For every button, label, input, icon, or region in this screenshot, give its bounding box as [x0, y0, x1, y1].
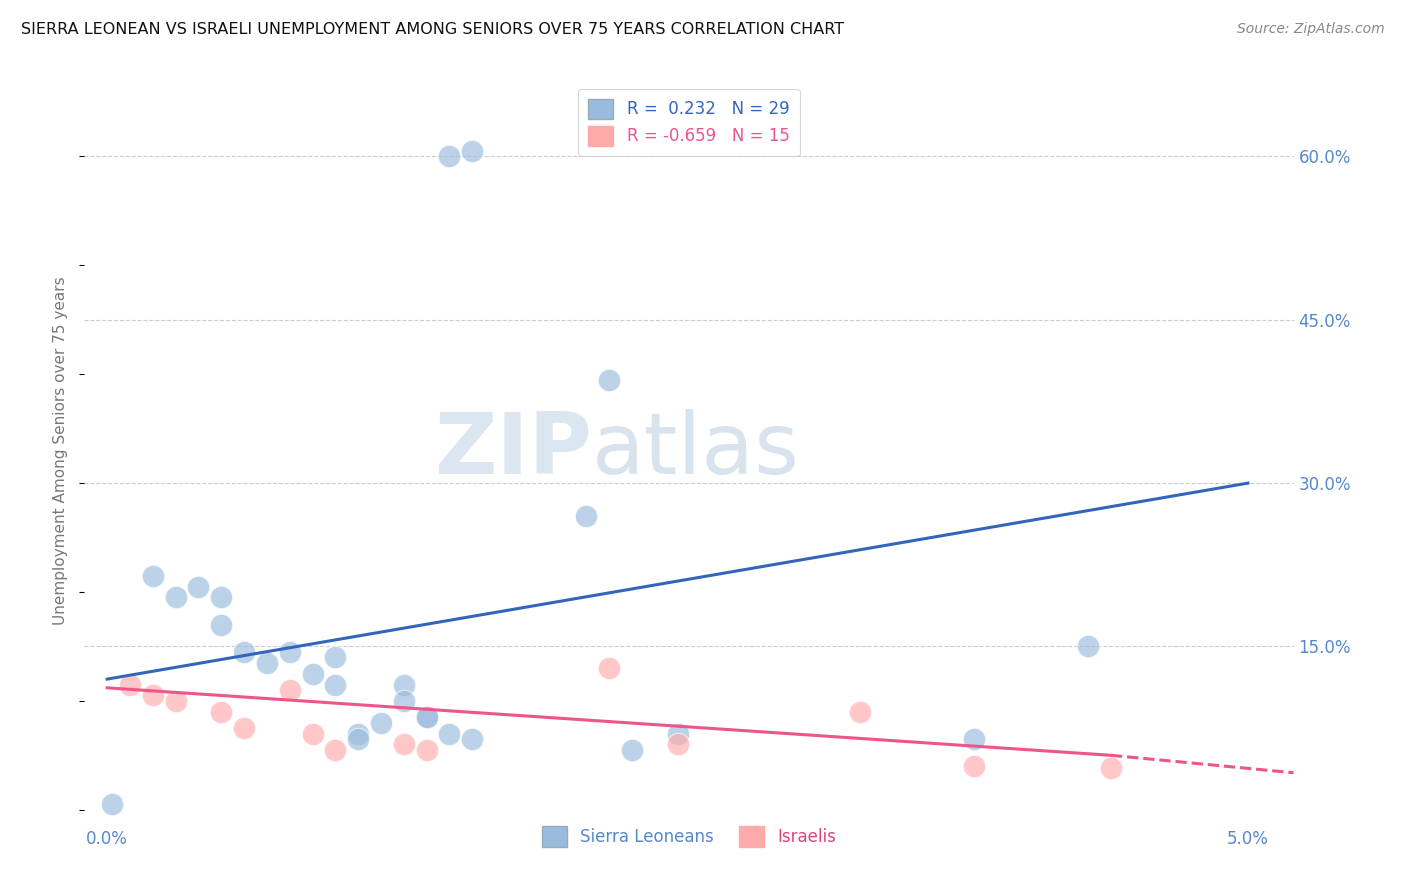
Point — [165, 591, 187, 605]
Point — [1077, 640, 1099, 654]
Point — [392, 694, 415, 708]
Point — [209, 617, 232, 632]
Point — [598, 661, 620, 675]
Point — [301, 726, 323, 740]
Point — [301, 666, 323, 681]
Point — [666, 726, 689, 740]
Point — [233, 645, 256, 659]
Point — [142, 689, 165, 703]
Point — [620, 743, 643, 757]
Point — [323, 650, 346, 665]
Point — [415, 743, 437, 757]
Text: ZIP: ZIP — [434, 409, 592, 492]
Point — [209, 705, 232, 719]
Point — [347, 726, 370, 740]
Point — [100, 797, 122, 812]
Point — [963, 731, 986, 746]
Point — [598, 373, 620, 387]
Point — [118, 677, 141, 691]
Point — [233, 721, 256, 735]
Text: Source: ZipAtlas.com: Source: ZipAtlas.com — [1237, 22, 1385, 37]
Text: SIERRA LEONEAN VS ISRAELI UNEMPLOYMENT AMONG SENIORS OVER 75 YEARS CORRELATION C: SIERRA LEONEAN VS ISRAELI UNEMPLOYMENT A… — [21, 22, 844, 37]
Point — [142, 568, 165, 582]
Point — [392, 738, 415, 752]
Legend: Sierra Leoneans, Israelis: Sierra Leoneans, Israelis — [531, 816, 846, 856]
Y-axis label: Unemployment Among Seniors over 75 years: Unemployment Among Seniors over 75 years — [53, 277, 69, 624]
Point — [1099, 761, 1122, 775]
Point — [575, 508, 598, 523]
Point — [209, 591, 232, 605]
Point — [278, 645, 301, 659]
Point — [347, 731, 370, 746]
Point — [370, 715, 392, 730]
Point — [392, 677, 415, 691]
Point — [278, 683, 301, 698]
Text: atlas: atlas — [592, 409, 800, 492]
Point — [666, 738, 689, 752]
Point — [187, 580, 209, 594]
Point — [323, 677, 346, 691]
Point — [323, 743, 346, 757]
Point — [415, 710, 437, 724]
Point — [849, 705, 872, 719]
Point — [256, 656, 278, 670]
Point — [439, 726, 461, 740]
Point — [461, 144, 484, 158]
Point — [461, 731, 484, 746]
Point — [165, 694, 187, 708]
Point — [415, 710, 437, 724]
Point — [963, 759, 986, 773]
Point — [439, 149, 461, 163]
